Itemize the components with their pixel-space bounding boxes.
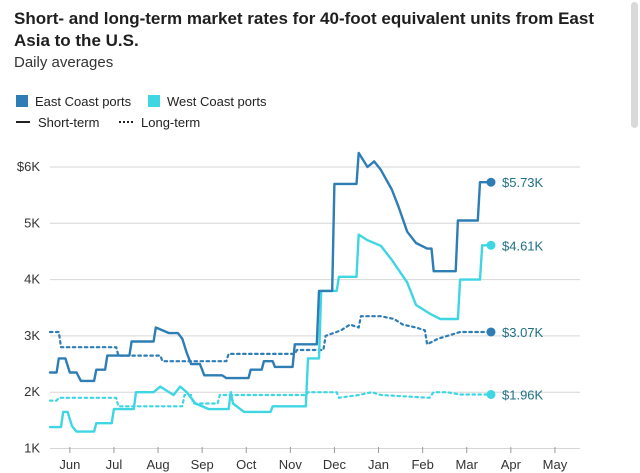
east-coast-ports-long-term-end-label: $3.07K [502,325,544,340]
west-coast-ports-short-term-end-label: $4.61K [502,238,544,253]
x-tick-label: Oct [236,457,257,472]
y-tick-label: 5K [24,215,40,230]
west-coast-ports-long-term-end-marker [486,389,496,399]
east-coast-ports-short-term-line [48,151,493,383]
legend-swatch-west [148,95,160,107]
legend-label-east: East Coast ports [35,94,132,109]
x-tick-label: Jul [106,457,123,472]
legend-solid-line [16,121,30,123]
x-tick-label: Apr [501,457,522,472]
legend-item-short-term: Short-term [16,115,99,130]
legend-swatch-east [16,95,28,107]
y-tick-label: 2K [24,384,40,399]
legend-label-west: West Coast ports [167,94,267,109]
scrollbar[interactable] [631,2,638,128]
x-tick-label: Jan [368,457,389,472]
x-tick-label: Feb [411,457,433,472]
west-coast-ports-long-term-end-label: $1.96K [502,387,544,402]
y-tick-label: 3K [24,328,40,343]
y-tick-label: 4K [24,272,40,287]
line-chart: $6K 5K 4K 3K 2K 1K Jun Jul Aug Sep Oct Nov Dec Jan Feb… [17,151,580,472]
legend-dotted-line [119,121,133,123]
x-tick-label: May [543,457,568,472]
x-tick-label: Nov [279,457,303,472]
legend-item-west: West Coast ports [148,94,266,109]
west-coast-ports-short-term-end-marker [486,240,496,250]
east-coast-ports-long-term-end-marker [486,327,496,337]
west-coast-ports-short-term-line [48,233,493,433]
legend-label-short-term: Short-term [38,115,100,130]
east-coast-ports-short-term-end-label: $5.73K [502,175,544,190]
y-tick-label: 1K [24,441,40,456]
x-tick-label: Aug [146,457,169,472]
legend-item-east: East Coast ports [16,94,131,109]
west-coast-ports-long-term-line [48,391,493,408]
legend-item-long-term: Long-term [119,115,200,130]
legend-label-long-term: Long-term [141,115,201,130]
chart-title: Short- and long-term market rates for 40… [14,9,594,50]
x-tick-label: Jun [59,457,80,472]
x-tick-label: Mar [456,457,479,472]
x-tick-label: Sep [191,457,214,472]
east-coast-ports-short-term-end-marker [486,177,496,187]
chart-subtitle: Daily averages [14,54,114,71]
x-tick-label: Dec [323,457,347,472]
y-tick-label: $6K [17,159,40,174]
